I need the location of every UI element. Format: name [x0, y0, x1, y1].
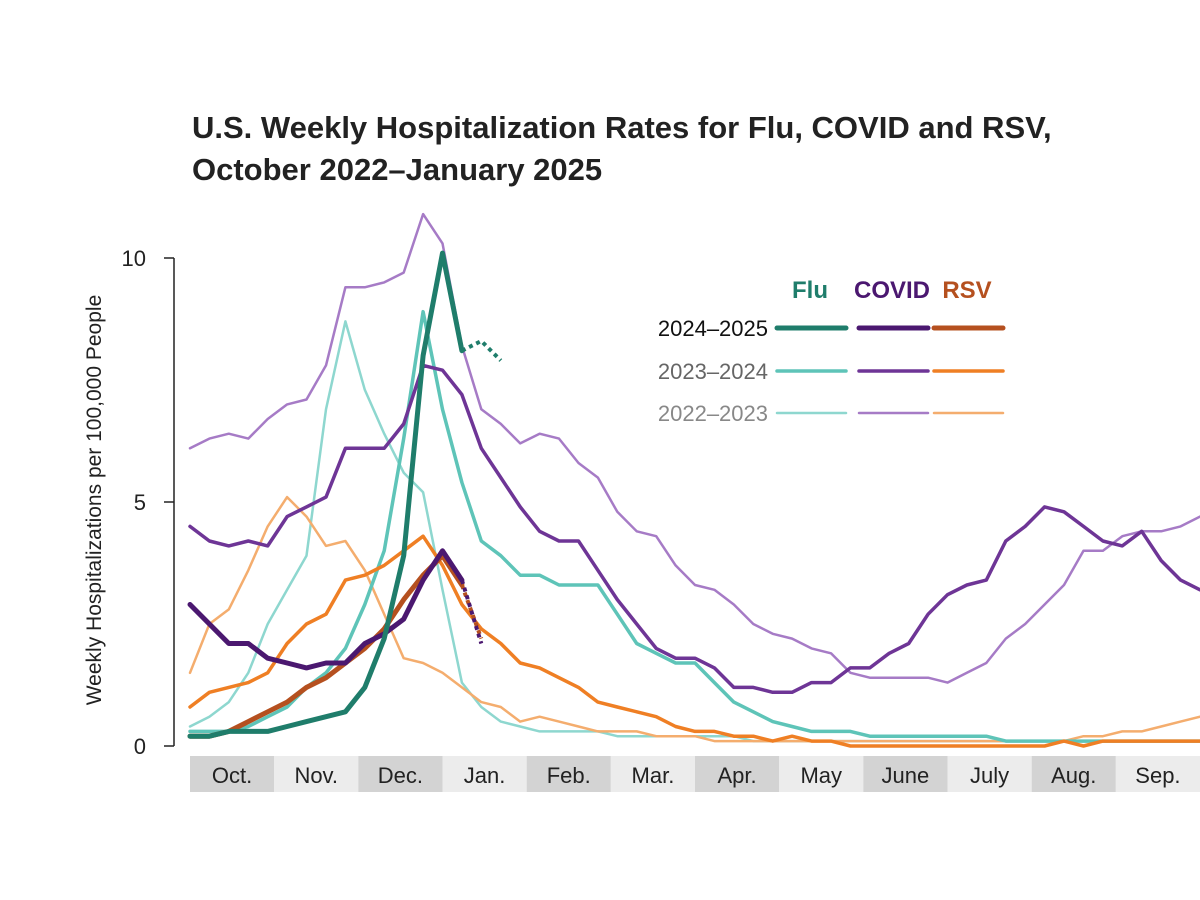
series-line-rsv-2024-2025 — [187, 553, 465, 739]
series-prelim-flu-2024-2025 — [461, 338, 503, 362]
month-cell — [442, 756, 527, 792]
legend-heading-flu: Flu — [792, 277, 828, 304]
series-line-rsv-2022-2023 — [188, 495, 1200, 743]
legend-season-label: 2022–2023 — [658, 401, 768, 426]
y-axis: 10 5 0 — [122, 246, 175, 759]
legend-season-label: 2023–2024 — [658, 359, 768, 384]
y-tick-label: 0 — [134, 734, 146, 759]
month-cell — [526, 756, 611, 792]
series-line-flu-2022-2023 — [188, 320, 1200, 743]
month-label: Apr. — [718, 763, 757, 788]
chart-title-line-1: U.S. Weekly Hospitalization Rates for Fl… — [192, 110, 1052, 145]
series-line-covid-2024-2025 — [187, 548, 465, 671]
y-tick-label: 5 — [134, 490, 146, 515]
series-line-rsv-2023-2024 — [188, 534, 1200, 748]
chart-title-line-2: October 2022–January 2025 — [192, 152, 602, 187]
month-label: May — [800, 763, 842, 788]
month-cell — [190, 756, 275, 792]
series-line-covid-2022-2023 — [188, 212, 1200, 684]
month-cell — [1115, 756, 1200, 792]
month-label: Jan. — [464, 763, 506, 788]
month-label: Oct. — [212, 763, 252, 788]
legend-heading-covid: COVID — [854, 277, 930, 304]
series-line-flu-2024-2025 — [187, 250, 465, 739]
series-prelim-covid-2024-2025 — [459, 579, 484, 645]
month-cell — [358, 756, 443, 792]
series-prelim-rsv-2024-2025 — [460, 584, 484, 640]
series-layer — [187, 212, 1200, 748]
legend-season-label: 2024–2025 — [658, 316, 768, 341]
series-line-covid-2023-2024 — [188, 363, 1200, 695]
month-label: Sep. — [1135, 763, 1180, 788]
month-cell — [695, 756, 780, 792]
month-cell — [863, 756, 948, 792]
month-label: Mar. — [632, 763, 675, 788]
legend: Flu COVID RSV 2024–2025 2023–2024 2022–2023 — [658, 277, 1006, 426]
month-label: July — [970, 763, 1009, 788]
month-cell — [947, 756, 1032, 792]
month-band: Oct. Nov. Dec. Jan. Feb. Mar. Apr. May June July A… — [190, 756, 1200, 792]
month-label: Nov. — [294, 763, 338, 788]
month-cell — [1031, 756, 1116, 792]
y-axis-label: Weekly Hospitalizations per 100,000 Peop… — [83, 295, 106, 706]
month-label: Feb. — [547, 763, 591, 788]
month-cell — [610, 756, 695, 792]
month-label: June — [882, 763, 930, 788]
month-cell — [274, 756, 359, 792]
series-line-flu-2023-2024 — [188, 309, 1200, 743]
month-cell — [779, 756, 864, 792]
y-tick-label: 10 — [122, 246, 146, 271]
legend-heading-rsv: RSV — [942, 277, 991, 304]
month-label: Dec. — [378, 763, 423, 788]
month-label: Aug. — [1051, 763, 1096, 788]
